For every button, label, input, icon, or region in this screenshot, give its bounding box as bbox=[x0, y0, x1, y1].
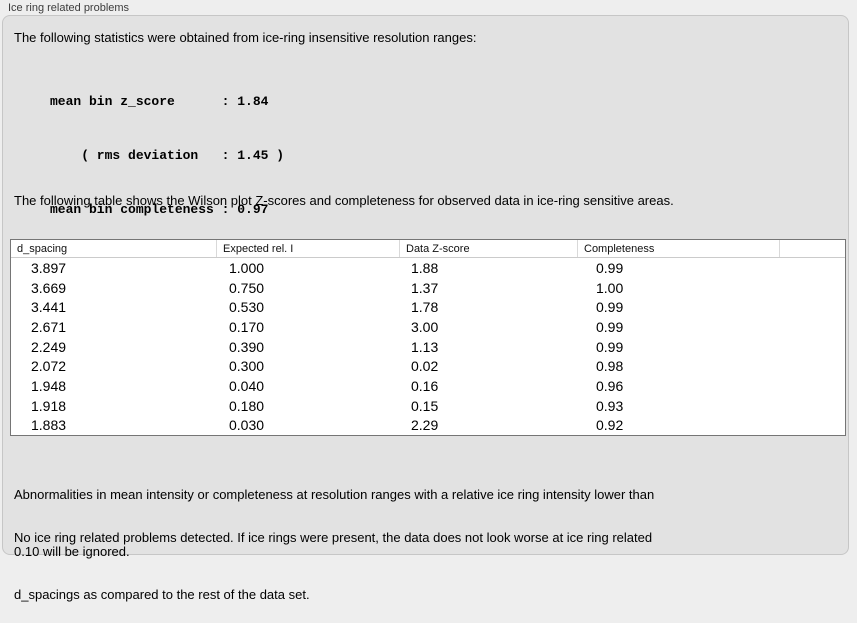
table-cell: 3.669 bbox=[31, 279, 67, 296]
table-cell: 0.16 bbox=[411, 377, 439, 394]
table-cell: 0.92 bbox=[596, 417, 624, 434]
table-cell: 1.00 bbox=[596, 279, 624, 296]
table-row[interactable]: 2.072 0.300 0.02 0.98 bbox=[11, 356, 845, 376]
table-row[interactable]: 3.897 1.000 1.88 0.99 bbox=[11, 258, 845, 278]
table-cell: 0.99 bbox=[596, 318, 624, 335]
table-cell: 0.98 bbox=[596, 358, 624, 375]
column-header-d-spacing[interactable]: d_spacing bbox=[17, 243, 68, 255]
table-row[interactable]: 2.671 0.170 3.00 0.99 bbox=[11, 317, 845, 337]
table-cell: 2.29 bbox=[411, 417, 439, 434]
table-header-row: d_spacing Expected rel. I Data Z-score C… bbox=[11, 240, 845, 258]
table-cell: 1.918 bbox=[31, 397, 67, 414]
table-cell: 0.93 bbox=[596, 397, 624, 414]
table-cell: 0.390 bbox=[229, 338, 265, 355]
table-cell: 0.030 bbox=[229, 417, 265, 434]
column-header-expected-rel-i[interactable]: Expected rel. I bbox=[216, 240, 399, 257]
table-cell: 1.13 bbox=[411, 338, 439, 355]
ignore-note-line: Abnormalities in mean intensity or compl… bbox=[14, 487, 655, 502]
table-row[interactable]: 1.883 0.030 2.29 0.92 bbox=[11, 416, 845, 436]
table-cell: 0.750 bbox=[229, 279, 265, 296]
table-cell: 2.072 bbox=[31, 358, 67, 375]
table-cell: 3.897 bbox=[31, 259, 67, 276]
table-cell: 0.300 bbox=[229, 358, 265, 375]
stats-line: ( rms deviation : 1.45 ) bbox=[50, 148, 285, 163]
table-cell: 0.15 bbox=[411, 397, 439, 414]
conclusion-line: d_spacings as compared to the rest of th… bbox=[14, 587, 310, 602]
table-cell: 1.883 bbox=[31, 417, 67, 434]
table-cell: 1.37 bbox=[411, 279, 439, 296]
table-row[interactable]: 3.669 0.750 1.37 1.00 bbox=[11, 278, 845, 298]
conclusion-text: No ice ring related problems detected. I… bbox=[14, 490, 652, 623]
ice-ring-table: d_spacing Expected rel. I Data Z-score C… bbox=[10, 239, 846, 436]
table-cell: 2.249 bbox=[31, 338, 67, 355]
conclusion-line: No ice ring related problems detected. I… bbox=[14, 530, 653, 545]
stats-line: mean bin z_score : 1.84 bbox=[50, 94, 269, 109]
table-row[interactable]: 2.249 0.390 1.13 0.99 bbox=[11, 337, 845, 357]
column-header-completeness[interactable]: Completeness bbox=[577, 240, 779, 257]
table-cell: 0.170 bbox=[229, 318, 265, 335]
table-cell: 1.78 bbox=[411, 299, 439, 316]
table-row[interactable]: 1.948 0.040 0.16 0.96 bbox=[11, 376, 845, 396]
table-cell: 1.88 bbox=[411, 259, 439, 276]
table-cell: 0.99 bbox=[596, 299, 624, 316]
table-cell: 0.040 bbox=[229, 377, 265, 394]
table-cell: 2.671 bbox=[31, 318, 67, 335]
table-row[interactable]: 3.441 0.530 1.78 0.99 bbox=[11, 297, 845, 317]
intro-text: The following statistics were obtained f… bbox=[14, 30, 477, 45]
column-header-empty bbox=[779, 240, 845, 257]
table-cell: 0.99 bbox=[596, 338, 624, 355]
description-line: The following table shows the Wilson plo… bbox=[14, 193, 674, 208]
table-cell: 1.000 bbox=[229, 259, 265, 276]
table-cell: 0.96 bbox=[596, 377, 624, 394]
table-cell: 3.441 bbox=[31, 299, 67, 316]
table-cell: 1.948 bbox=[31, 377, 67, 394]
table-row[interactable]: 1.918 0.180 0.15 0.93 bbox=[11, 396, 845, 416]
table-cell: 0.180 bbox=[229, 397, 265, 414]
panel-title: Ice ring related problems bbox=[8, 2, 130, 14]
table-cell: 0.02 bbox=[411, 358, 439, 375]
table-cell: 0.530 bbox=[229, 299, 265, 316]
table-cell: 0.99 bbox=[596, 259, 624, 276]
column-header-data-z-score[interactable]: Data Z-score bbox=[399, 240, 577, 257]
table-cell: 3.00 bbox=[411, 318, 439, 335]
stats-line: mean bin completeness : 0.97 bbox=[50, 202, 269, 217]
